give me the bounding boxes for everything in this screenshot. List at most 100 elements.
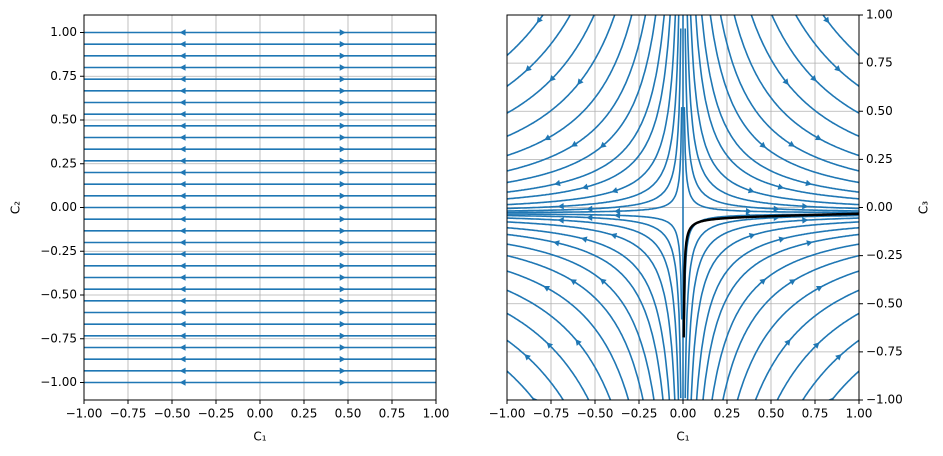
- stream-arrow: [577, 78, 584, 86]
- stream-arrow: [179, 192, 186, 200]
- streamline: [507, 15, 616, 138]
- stream-arrow: [815, 285, 823, 292]
- stream-arrow: [339, 157, 346, 165]
- trajectory: [682, 212, 859, 338]
- stream-arrow: [179, 215, 186, 223]
- stream-arrow: [553, 240, 560, 247]
- stream-arrow: [179, 262, 186, 270]
- x-tick-label: −0.50: [154, 407, 191, 421]
- stream-arrow: [532, 397, 539, 400]
- streamline: [695, 15, 859, 200]
- x-tick-label: −1.00: [489, 407, 526, 421]
- stream-arrow: [773, 205, 780, 212]
- x-tick-label: 1.00: [423, 407, 450, 421]
- y-tick-label: 1.00: [50, 25, 77, 39]
- stream-arrow: [827, 397, 834, 400]
- stream-arrow: [581, 183, 589, 190]
- x-tick-label: −0.75: [110, 407, 147, 421]
- streamline: [507, 270, 630, 400]
- stream-arrow: [339, 262, 346, 270]
- stream-arrow: [339, 355, 346, 363]
- stream-arrow: [179, 52, 186, 60]
- stream-arrow: [179, 274, 186, 281]
- y-tick-label: 0.25: [866, 152, 893, 166]
- streamline: [686, 15, 859, 210]
- stream-arrow: [339, 250, 346, 258]
- y-tick-label: 0.75: [866, 56, 893, 70]
- streamline: [733, 15, 859, 157]
- streamline: [507, 15, 572, 88]
- stream-arrow: [339, 134, 346, 141]
- stream-arrow: [339, 180, 346, 188]
- stream-arrow: [339, 29, 346, 36]
- stream-arrow: [805, 179, 812, 187]
- y-tick-label: −0.50: [866, 296, 903, 310]
- stream-arrow: [611, 187, 619, 194]
- streamline: [711, 243, 859, 400]
- streamline: [507, 15, 666, 193]
- stream-arrow: [834, 65, 841, 72]
- y-tick-label: −1.00: [866, 393, 903, 407]
- stream-arrow: [802, 202, 809, 210]
- stream-arrow: [557, 217, 564, 224]
- stream-arrow: [179, 87, 186, 95]
- stream-arrow: [789, 279, 796, 286]
- stream-arrow: [815, 134, 822, 141]
- streamline: [736, 270, 859, 400]
- stream-arrow: [339, 145, 346, 153]
- stream-arrow: [179, 320, 186, 328]
- stream-arrow: [782, 78, 789, 86]
- stream-arrow: [586, 205, 593, 212]
- stream-arrow: [179, 145, 186, 153]
- streamline: [689, 15, 859, 206]
- stream-arrow: [759, 278, 767, 285]
- x-tick-label: 0.00: [670, 407, 697, 421]
- stream-arrow: [179, 157, 186, 165]
- x-tick-label: 0.25: [291, 407, 318, 421]
- stream-arrow: [580, 236, 588, 243]
- stream-arrow: [823, 16, 830, 24]
- streamline: [794, 15, 859, 88]
- x-tick-label: −1.00: [66, 407, 103, 421]
- stream-arrow: [339, 52, 346, 60]
- stream-arrow: [812, 342, 820, 349]
- stream-arrow: [544, 134, 551, 141]
- stream-arrow: [339, 367, 346, 375]
- stream-arrow: [179, 250, 186, 258]
- streamline: [507, 254, 644, 400]
- x-axis-label: C₁: [676, 430, 689, 444]
- streamline: [754, 289, 859, 400]
- streamline: [686, 217, 859, 400]
- axes-frame: [83, 14, 437, 401]
- streamline: [507, 15, 677, 206]
- stream-arrow: [339, 204, 346, 211]
- y-tick-label: −0.25: [866, 248, 903, 262]
- stream-arrow: [554, 179, 561, 187]
- stream-arrow: [179, 134, 186, 141]
- stream-arrow: [536, 16, 543, 24]
- stream-arrow: [179, 64, 186, 71]
- y-tick-label: 0.50: [866, 104, 893, 118]
- stream-arrow: [339, 122, 346, 130]
- streamline: [507, 339, 565, 400]
- stream-arrow: [179, 75, 186, 83]
- streamline: [507, 15, 671, 200]
- stream-arrow: [339, 64, 346, 71]
- stream-arrow: [179, 204, 186, 211]
- streamline: [722, 254, 859, 400]
- stream-arrow: [339, 99, 346, 106]
- stream-arrow: [835, 354, 842, 361]
- streamline: [700, 15, 859, 193]
- stream-arrow: [339, 239, 346, 246]
- stream-arrow: [179, 99, 186, 106]
- stream-arrow: [339, 192, 346, 200]
- stream-arrow: [179, 122, 186, 130]
- stream-arrow: [784, 339, 791, 346]
- streamline: [822, 15, 859, 57]
- x-axis-label: C₁: [253, 430, 266, 444]
- streamline: [709, 15, 859, 184]
- stream-arrow: [806, 240, 813, 247]
- stream-arrow: [179, 285, 186, 293]
- stream-arrow: [810, 74, 817, 82]
